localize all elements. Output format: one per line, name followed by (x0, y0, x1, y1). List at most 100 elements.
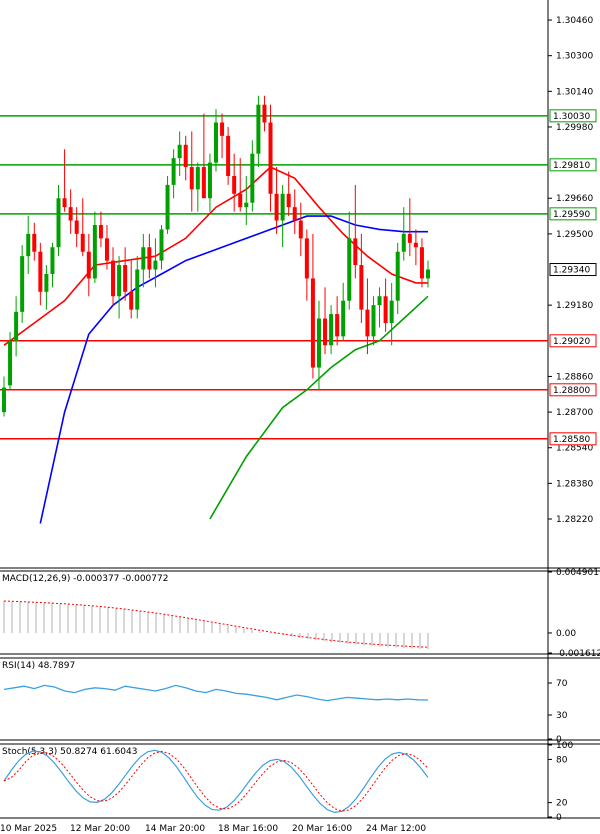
candle-body (195, 167, 200, 190)
candle-body (298, 220, 303, 239)
stoch-d-line (3, 750, 429, 812)
candle-body (304, 238, 309, 279)
time-axis-label: 10 Mar 2025 (0, 824, 57, 834)
price-tick-label: 1.30460 (556, 16, 593, 26)
candle-body (353, 238, 358, 266)
candle-body (238, 193, 243, 208)
rsi-label: RSI(14) 48.7897 (2, 661, 75, 671)
candle-body (262, 104, 267, 123)
price-tick-label: 1.30140 (556, 87, 593, 97)
price-tick-label: 1.28860 (556, 372, 593, 382)
candle-body (56, 198, 61, 248)
level-label: 1.29020 (553, 337, 590, 347)
candle-body (335, 314, 340, 337)
stoch-label: Stoch(5,3,3) 50.8274 61.6043 (2, 747, 137, 757)
candle-body (292, 207, 297, 221)
candle-body (62, 198, 67, 208)
candle-body (250, 153, 255, 203)
moving-average-line (209, 295, 429, 520)
candle-body (377, 296, 382, 306)
moving-average-line (3, 166, 428, 346)
candle-body (189, 167, 194, 190)
candle-body (426, 269, 430, 279)
level-label-box (549, 158, 597, 172)
time-axis-label: 18 Mar 16:00 (218, 824, 278, 834)
candle-body (2, 387, 6, 413)
candle-body (407, 233, 412, 243)
candle-body (256, 104, 261, 154)
level-label: 1.29810 (553, 161, 590, 171)
candle-body (220, 122, 225, 136)
price-tick-label: 1.29180 (556, 301, 593, 311)
candle-body (44, 273, 49, 292)
candle-body (159, 229, 164, 261)
candle-body (80, 233, 85, 252)
level-label: 1.28800 (553, 386, 590, 396)
candle-body (50, 247, 55, 274)
rsi-tick-label: 30 (556, 711, 568, 721)
candle-body (135, 269, 140, 310)
candle-body (395, 251, 400, 301)
current-price-box (549, 263, 597, 277)
price-tick-label: 1.30300 (556, 52, 593, 62)
candle-body (201, 167, 206, 199)
candle-body (26, 233, 31, 257)
candle-body (286, 193, 291, 208)
candle-body (365, 309, 370, 337)
candle-body (183, 144, 188, 168)
time-axis-label: 14 Mar 20:00 (145, 824, 205, 834)
candle-body (165, 184, 170, 230)
candle-body (92, 224, 97, 279)
candle-body (280, 193, 285, 221)
stoch-tick-label: 80 (556, 755, 568, 765)
candle-body (419, 247, 424, 279)
candle-body (74, 220, 79, 234)
candle-body (153, 260, 158, 270)
candle-body (86, 251, 91, 279)
candle-body (323, 318, 328, 346)
candle-body (310, 278, 315, 368)
current-price-label: 1.29340 (553, 266, 590, 276)
candle-body (14, 311, 19, 341)
price-tick-label: 1.29500 (556, 230, 593, 240)
candle-body (226, 135, 231, 176)
candle-body (104, 238, 109, 261)
time-axis-label: 24 Mar 12:00 (366, 824, 426, 834)
candle-body (147, 247, 152, 270)
candle-body (268, 122, 273, 194)
time-axis-label: 12 Mar 20:00 (70, 824, 130, 834)
moving-average-line (39, 215, 428, 524)
candle-body (68, 207, 73, 221)
stoch-tick-label: 100 (556, 741, 573, 751)
price-tick-label: 1.28700 (556, 408, 593, 418)
candle-body (316, 318, 321, 368)
level-label-box (549, 334, 597, 348)
candle-body (244, 202, 249, 208)
macd-signal-line (3, 600, 429, 648)
stoch-tick-label: 0 (556, 813, 562, 823)
macd-label: MACD(12,26,9) -0.000377 -0.000772 (2, 574, 168, 584)
level-label-box (549, 432, 597, 446)
macd-tick-label: 0.004901 (556, 568, 599, 578)
stoch-tick-label: 20 (556, 799, 568, 809)
candle-body (32, 233, 37, 252)
price-tick-label: 1.29660 (556, 194, 593, 204)
candle-body (141, 247, 146, 270)
candle-body (207, 162, 212, 199)
rsi-tick-label: 0 (556, 735, 562, 745)
candle-body (274, 193, 279, 221)
candle-body (359, 265, 364, 310)
candle-body (389, 300, 394, 323)
rsi-tick-label: 70 (556, 679, 568, 689)
candle-body (123, 265, 128, 292)
price-tick-label: 1.28380 (556, 479, 593, 489)
level-label-box (549, 383, 597, 397)
candle-body (413, 242, 418, 248)
level-label: 1.28580 (553, 435, 590, 445)
candle-body (8, 340, 13, 386)
level-label-box (549, 109, 597, 123)
macd-tick-label: 0.00 (556, 629, 576, 639)
candle-body (341, 300, 346, 337)
candle-body (329, 314, 334, 346)
